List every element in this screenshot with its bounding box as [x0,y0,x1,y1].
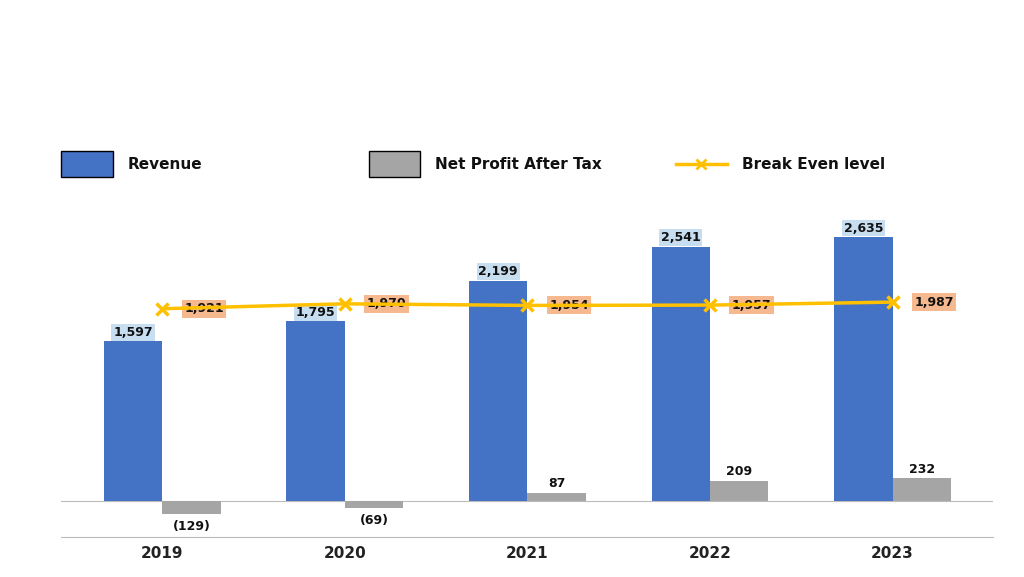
Text: 1,954: 1,954 [549,299,589,312]
Bar [103,341,162,501]
Text: 232: 232 [908,463,935,475]
Bar [835,237,893,501]
Bar [710,481,768,501]
Text: 2,199: 2,199 [478,265,518,278]
Text: 1,970: 1,970 [367,297,407,310]
Text: 2,541: 2,541 [660,231,700,244]
Text: 1,921: 1,921 [184,302,224,315]
Text: 1,597: 1,597 [114,326,153,339]
Text: 209: 209 [726,465,753,478]
Bar [345,501,403,508]
Bar [527,493,586,501]
Text: Break Even level: Break Even level [742,157,886,172]
FancyBboxPatch shape [61,151,113,178]
Bar [287,321,345,501]
Text: 87: 87 [548,477,565,490]
Text: (69): (69) [359,514,388,527]
Text: 1,987: 1,987 [914,295,954,309]
Text: 2,635: 2,635 [844,222,883,235]
Text: 1,957: 1,957 [732,299,771,312]
Text: 1,795: 1,795 [296,306,336,319]
Text: (129): (129) [172,520,210,533]
FancyBboxPatch shape [369,151,420,178]
Bar [469,281,527,501]
Text: Net Profit After Tax: Net Profit After Tax [435,157,602,172]
Bar [651,246,710,501]
Bar [893,478,951,501]
Text: Revenue: Revenue [128,157,203,172]
Text: Break Even Chart ($'000): Break Even Chart ($'000) [335,100,689,125]
Bar [162,501,220,515]
